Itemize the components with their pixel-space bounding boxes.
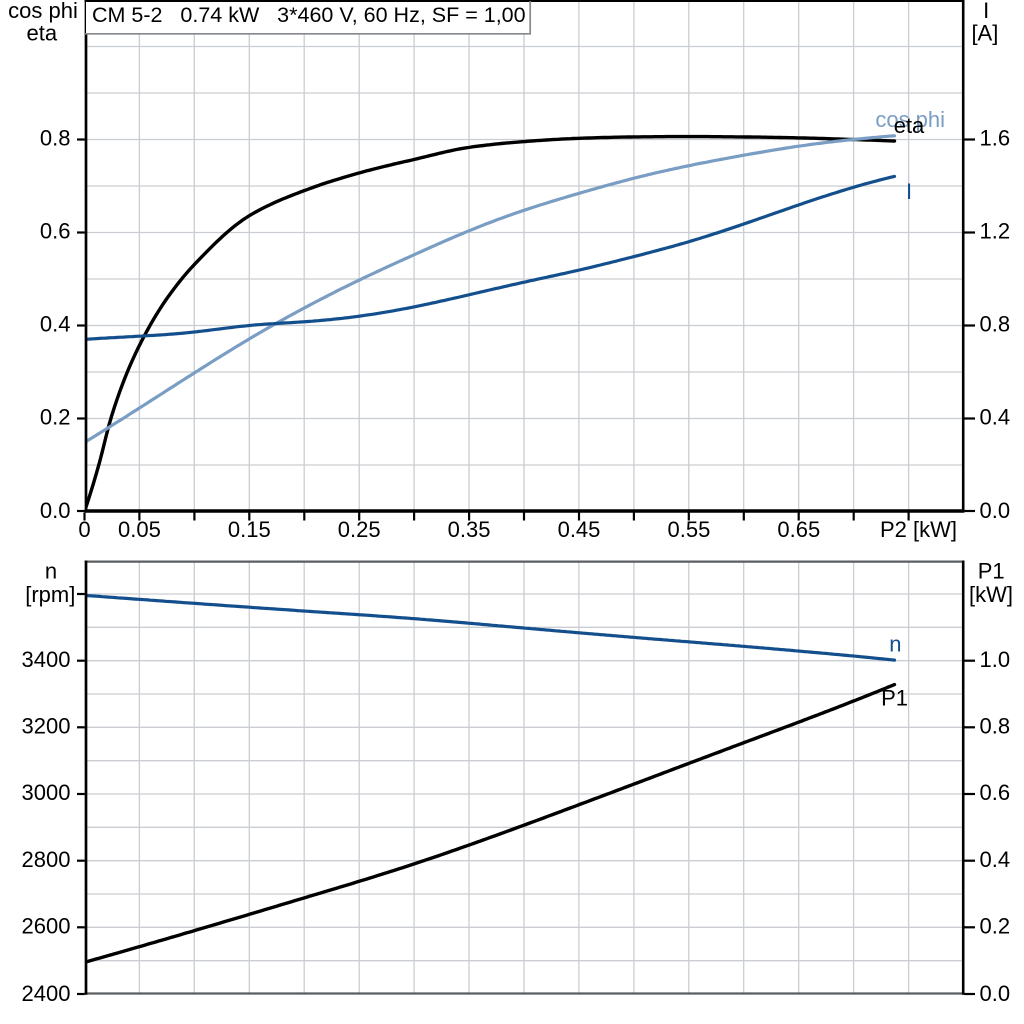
svg-text:0.55: 0.55: [667, 517, 710, 542]
svg-text:P2 [kW]: P2 [kW]: [880, 517, 957, 542]
svg-text:P1: P1: [978, 558, 1005, 583]
svg-text:0.25: 0.25: [338, 517, 381, 542]
svg-text:0.4: 0.4: [980, 847, 1011, 872]
svg-text:0.45: 0.45: [558, 517, 601, 542]
svg-text:0.6: 0.6: [40, 219, 71, 244]
svg-text:cos phi: cos phi: [875, 107, 945, 132]
svg-text:2800: 2800: [22, 847, 71, 872]
svg-text:0.65: 0.65: [777, 517, 820, 542]
svg-text:0.8: 0.8: [980, 713, 1011, 738]
svg-text:0.35: 0.35: [448, 517, 491, 542]
svg-text:eta: eta: [27, 21, 58, 46]
svg-text:0.4: 0.4: [40, 312, 71, 337]
svg-text:0.8: 0.8: [40, 126, 71, 151]
svg-text:0: 0: [78, 517, 90, 542]
svg-text:0.0: 0.0: [40, 498, 71, 523]
svg-text:CM 5-2 0.74 kW 3*460 V, 60: CM 5-2 0.74 kW 3*460 V, 60 Hz, SF = 1,00: [92, 3, 526, 27]
svg-text:cos phi: cos phi: [8, 0, 78, 23]
svg-text:n: n: [45, 558, 57, 583]
svg-text:[A]: [A]: [971, 21, 998, 46]
svg-text:[rpm]: [rpm]: [25, 582, 75, 607]
svg-text:0.0: 0.0: [980, 981, 1011, 1006]
svg-text:0.0: 0.0: [980, 498, 1011, 523]
svg-text:2600: 2600: [22, 913, 71, 938]
svg-text:3400: 3400: [22, 647, 71, 672]
svg-text:I: I: [906, 179, 912, 204]
svg-text:0.4: 0.4: [980, 405, 1011, 430]
svg-text:1.0: 1.0: [980, 647, 1011, 672]
svg-text:1.2: 1.2: [980, 219, 1011, 244]
svg-text:0.8: 0.8: [980, 312, 1011, 337]
svg-text:0.2: 0.2: [40, 405, 71, 430]
svg-text:0.6: 0.6: [980, 780, 1011, 805]
svg-text:[kW]: [kW]: [969, 582, 1013, 607]
svg-text:eta: eta: [894, 113, 925, 138]
svg-text:0.2: 0.2: [980, 913, 1011, 938]
svg-text:0.15: 0.15: [228, 517, 271, 542]
svg-text:3000: 3000: [22, 780, 71, 805]
svg-text:1.6: 1.6: [980, 126, 1011, 151]
svg-text:I: I: [983, 0, 989, 23]
svg-text:0.05: 0.05: [118, 517, 161, 542]
svg-text:n: n: [889, 632, 901, 657]
svg-text:P1: P1: [881, 686, 908, 711]
svg-text:2400: 2400: [22, 981, 71, 1006]
svg-text:3200: 3200: [22, 713, 71, 738]
